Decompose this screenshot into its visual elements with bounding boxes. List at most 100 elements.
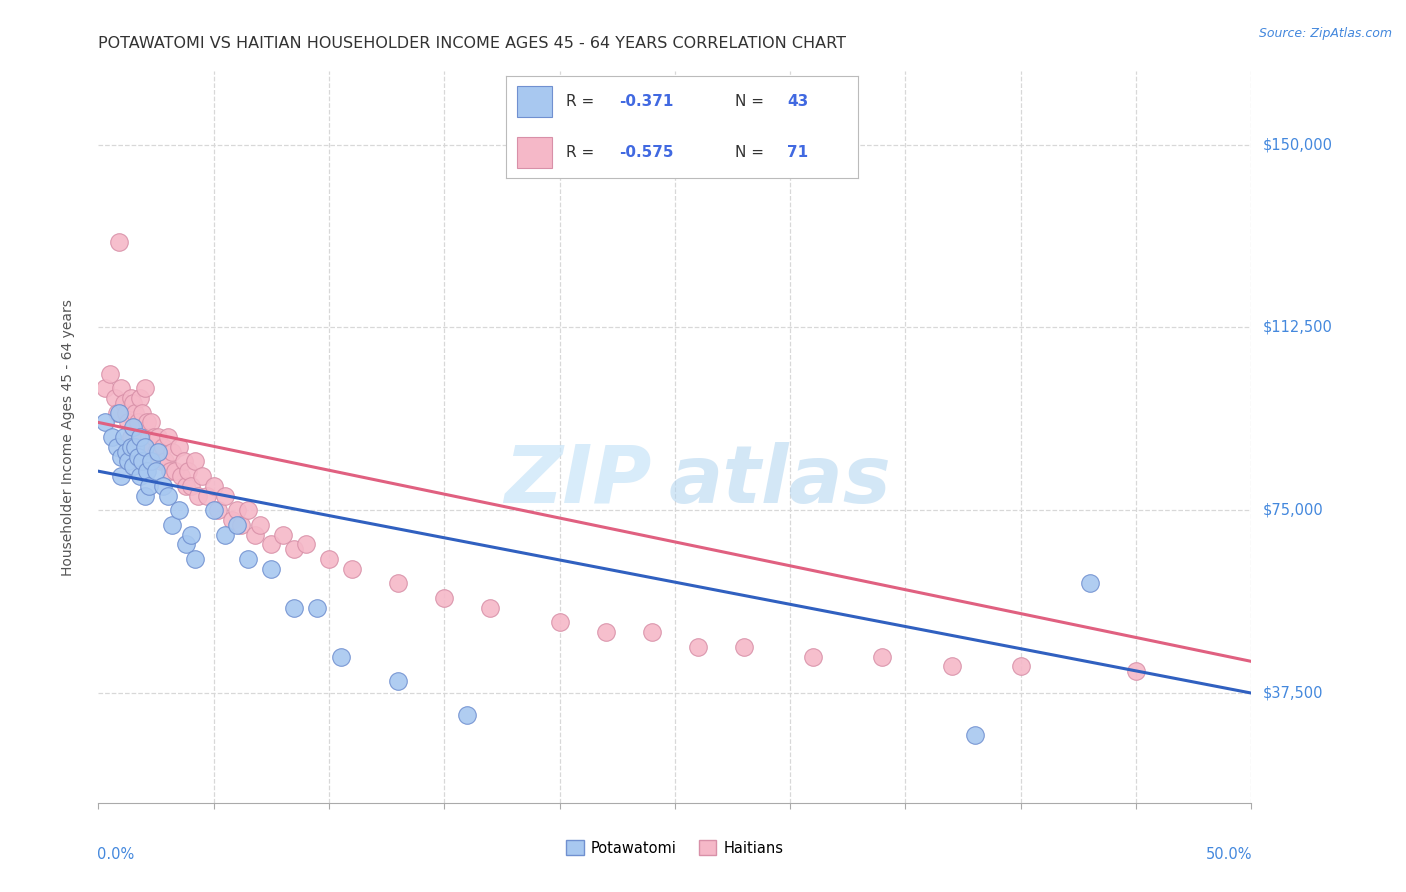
Point — [1125, 664, 1147, 678]
Point — [138, 430, 160, 444]
Point — [145, 444, 167, 458]
Point — [245, 527, 267, 541]
Text: POTAWATOMI VS HAITIAN HOUSEHOLDER INCOME AGES 45 - 64 YEARS CORRELATION CHART: POTAWATOMI VS HAITIAN HOUSEHOLDER INCOME… — [98, 36, 846, 51]
Point — [134, 381, 156, 395]
Bar — [517, 87, 551, 117]
Point — [641, 625, 664, 640]
Point — [129, 430, 152, 444]
Text: N =: N = — [734, 145, 763, 161]
Point — [159, 464, 181, 478]
Point — [134, 489, 156, 503]
Point — [963, 727, 986, 741]
Point — [131, 454, 153, 468]
Point — [202, 479, 225, 493]
Point — [103, 391, 125, 405]
Text: $75,000: $75,000 — [1263, 503, 1323, 517]
Point — [127, 450, 149, 464]
Point — [135, 464, 157, 478]
Point — [167, 503, 190, 517]
Text: 71: 71 — [787, 145, 808, 161]
Point — [117, 416, 139, 430]
Point — [238, 552, 260, 566]
Point — [148, 444, 170, 458]
Point — [174, 479, 197, 493]
Point — [340, 562, 363, 576]
Point — [1078, 576, 1101, 591]
Point — [548, 615, 571, 630]
Point — [177, 464, 200, 478]
Legend: Potawatomi, Haitians: Potawatomi, Haitians — [561, 834, 789, 862]
Point — [134, 440, 156, 454]
Text: Source: ZipAtlas.com: Source: ZipAtlas.com — [1258, 27, 1392, 40]
Point — [108, 406, 131, 420]
Point — [148, 430, 170, 444]
Point — [180, 479, 202, 493]
Point — [180, 527, 202, 541]
Point — [433, 591, 456, 605]
Point — [124, 440, 146, 454]
Point — [187, 489, 209, 503]
Text: N =: N = — [734, 94, 763, 109]
Point — [110, 469, 132, 483]
Point — [231, 517, 253, 532]
Point — [115, 444, 138, 458]
Point — [260, 537, 283, 551]
Point — [329, 649, 352, 664]
Text: 0.0%: 0.0% — [97, 847, 135, 862]
Point — [686, 640, 709, 654]
Point — [170, 469, 193, 483]
Point — [283, 542, 305, 557]
Point — [283, 600, 305, 615]
Point — [105, 406, 128, 420]
Point — [214, 489, 236, 503]
Point — [207, 503, 229, 517]
Point — [108, 235, 131, 249]
Point — [131, 406, 153, 420]
Point — [221, 513, 243, 527]
Text: -0.371: -0.371 — [619, 94, 673, 109]
Text: $150,000: $150,000 — [1263, 137, 1333, 152]
Point — [163, 464, 186, 478]
Point — [167, 440, 190, 454]
Point — [129, 469, 152, 483]
Point — [141, 416, 163, 430]
Point — [225, 517, 247, 532]
Point — [174, 537, 197, 551]
Point — [138, 479, 160, 493]
Point — [110, 381, 132, 395]
Point — [124, 406, 146, 420]
Point — [173, 454, 195, 468]
Point — [141, 454, 163, 468]
Point — [733, 640, 755, 654]
Point — [135, 416, 157, 430]
Point — [120, 440, 142, 454]
Point — [260, 562, 283, 576]
Point — [238, 503, 260, 517]
Point — [295, 537, 318, 551]
Text: -0.575: -0.575 — [619, 145, 673, 161]
Point — [149, 454, 172, 468]
Point — [595, 625, 617, 640]
Point — [145, 464, 167, 478]
Point — [387, 576, 409, 591]
Point — [122, 396, 145, 410]
Text: R =: R = — [565, 145, 595, 161]
Point — [120, 391, 142, 405]
Point — [202, 503, 225, 517]
Point — [129, 430, 152, 444]
Point — [160, 517, 183, 532]
Point — [191, 469, 214, 483]
Text: ZIP: ZIP — [505, 442, 652, 520]
Point — [387, 673, 409, 688]
Point — [122, 459, 145, 474]
Text: R =: R = — [565, 94, 595, 109]
Point — [117, 454, 139, 468]
Point — [122, 420, 145, 434]
Text: 43: 43 — [787, 94, 808, 109]
Point — [134, 440, 156, 454]
Point — [120, 430, 142, 444]
Point — [98, 367, 121, 381]
Point — [115, 406, 138, 420]
Text: $112,500: $112,500 — [1263, 320, 1333, 334]
Point — [318, 552, 340, 566]
